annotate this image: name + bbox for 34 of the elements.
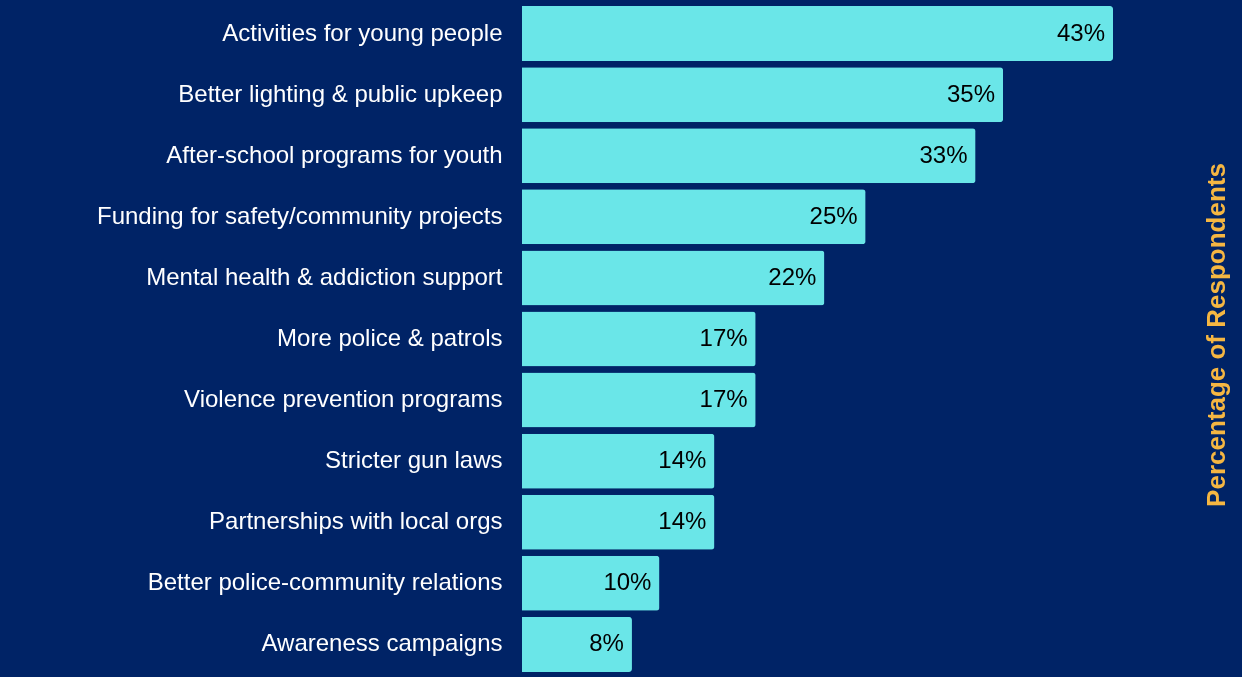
bar (522, 433, 715, 489)
data-label: 14% (658, 446, 707, 474)
y-tick-label: Better police-community relations (147, 568, 503, 596)
bar (522, 189, 866, 245)
bar (522, 616, 632, 672)
data-label: 25% (809, 201, 858, 229)
bar (522, 6, 1113, 62)
y-tick-label: Violence prevention programs (184, 385, 503, 413)
data-label: 35% (947, 79, 996, 107)
data-label: 8% (589, 629, 624, 657)
bar (522, 311, 756, 367)
y-tick-label: Better lighting & public upkeep (178, 79, 503, 107)
y-tick-label: Awareness campaigns (261, 629, 503, 657)
bar (522, 494, 715, 550)
data-label: 10% (603, 568, 652, 596)
y2-axis-title: Percentage of Respondents (1201, 163, 1231, 507)
data-label: 33% (919, 140, 968, 168)
bar (522, 372, 756, 428)
y-tick-label: After-school programs for youth (166, 140, 503, 168)
y-tick-label: Stricter gun laws (325, 446, 503, 474)
y-tick-label: Funding for safety/community projects (96, 201, 503, 229)
bar (522, 250, 825, 306)
data-label: 17% (699, 324, 748, 351)
y-tick-label: Activities for young people (222, 18, 503, 46)
y-tick-label: More police & patrols (277, 324, 503, 351)
y-tick-label: Partnerships with local orgs (209, 507, 503, 535)
data-label: 14% (658, 507, 707, 535)
bar (522, 128, 976, 184)
y-tick-label: Mental health & addiction support (146, 262, 503, 290)
data-label: 17% (699, 385, 748, 413)
bar (522, 555, 660, 611)
bar (522, 67, 1004, 123)
data-label: 43% (1056, 18, 1105, 46)
data-label: 22% (768, 262, 817, 290)
